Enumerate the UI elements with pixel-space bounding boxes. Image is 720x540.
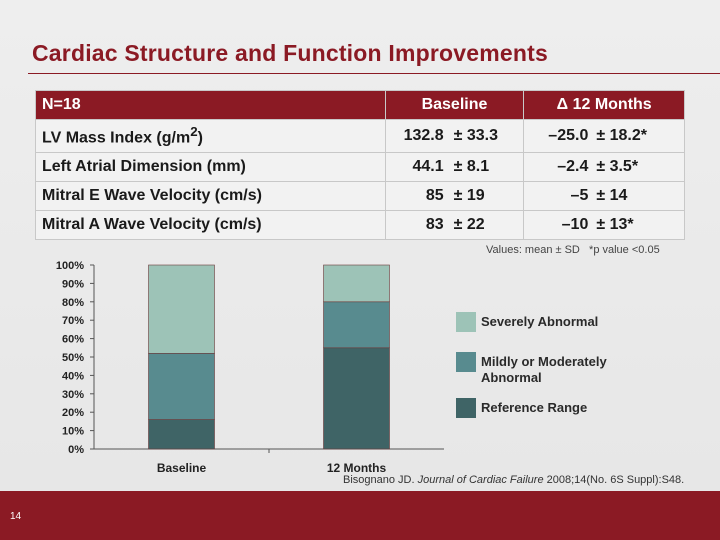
legend-label: Reference Range [481,400,588,415]
table-row: Left Atrial Dimension (mm) 44.1 ± 8.1 –2.… [35,152,685,182]
row-label-text: LV Mass Index (g/m [42,129,191,147]
baseline-cell: 85 ± 19 [384,181,525,211]
baseline-value: 83 [425,216,444,233]
baseline-value: 44.1 [412,158,444,175]
delta-value: –2.4 [557,158,589,175]
x-category-label: 12 Months [327,461,387,475]
legend-label: Severely Abnormal [481,314,599,329]
y-tick-label: 50% [62,352,84,364]
table-row: LV Mass Index (g/m2) 132.8 ± 33.3 –25.0 ± … [35,119,685,153]
y-tick-label: 40% [62,370,84,382]
delta-sd: ± 13* [596,216,634,233]
baseline-sd: ± 22 [453,216,485,233]
baseline-sd: ± 8.1 [453,158,490,175]
stacked-bar-chart: 0% 10% 20% 30% 40% 50% 60% 70% 80% 90% 100% Baselin… [56,260,444,475]
bar-segment [148,419,215,450]
delta-value: –10 [561,216,589,233]
title-divider [28,73,720,74]
citation: Bisognano JD. Journal of Cardiac Failure… [343,474,684,486]
baseline-sd: ± 19 [453,187,485,204]
delta-cell: –10 ± 13* [523,210,685,240]
row-label: Mitral A Wave Velocity (cm/s) [35,210,386,240]
row-label-superscript: 2 [190,124,198,140]
row-label: LV Mass Index (g/m2) [35,119,386,153]
legend-swatch [456,312,476,332]
delta-cell: –25.0 ± 18.2* [523,119,685,153]
delta-sd: ± 14 [596,187,628,204]
table-row: Mitral A Wave Velocity (cm/s) 83 ± 22 –10… [35,210,685,240]
results-table: N=18 Baseline Δ 12 Months LV Mass Index … [35,90,685,240]
y-tick-label: 0% [68,444,84,456]
bar-segment [323,301,390,349]
bar-segment [323,264,390,303]
row-label-tail: ) [197,129,203,147]
header-baseline: Baseline [384,90,525,120]
bar-segment [323,347,390,450]
citation-journal: Journal of Cardiac Failure [417,474,544,486]
delta-sd: ± 18.2* [596,127,647,144]
y-tick-label: 70% [62,315,84,327]
x-category-label: Baseline [157,461,207,475]
table-footnote: Values: mean ± SD *p value <0.05 [486,244,660,256]
header-delta: Δ 12 Months [523,90,685,120]
delta-cell: –2.4 ± 3.5* [523,152,685,182]
header-n: N=18 [35,90,386,120]
legend-label: Mildly or Moderately Abnormal [481,354,607,385]
page-number: 14 [10,511,22,522]
footer-band: 14 [0,491,720,540]
table-row: Mitral E Wave Velocity (cm/s) 85 ± 19 –5 ±… [35,181,685,211]
row-label: Mitral E Wave Velocity (cm/s) [35,181,386,211]
delta-value: –5 [570,187,589,204]
citation-details: 2008;14(No. 6S Suppl):S48. [543,474,685,486]
delta-cell: –5 ± 14 [523,181,685,211]
baseline-value: 132.8 [403,127,444,144]
delta-value: –25.0 [548,127,589,144]
slide-title: Cardiac Structure and Function Improveme… [32,40,548,66]
y-tick-label: 30% [62,389,84,401]
delta-sd: ± 3.5* [596,158,639,175]
table-header-row: N=18 Baseline Δ 12 Months [35,90,685,120]
baseline-cell: 44.1 ± 8.1 [384,152,525,182]
baseline-sd: ± 33.3 [453,127,499,144]
baseline-cell: 83 ± 22 [384,210,525,240]
legend-swatch [456,352,476,372]
y-tick-label: 80% [62,297,84,309]
baseline-value: 85 [425,187,444,204]
citation-authors: Bisognano JD. [343,474,418,486]
y-tick-label: 100% [56,260,84,272]
y-tick-label: 60% [62,334,84,346]
legend-swatch [456,398,476,418]
bar-segment [148,353,215,420]
row-label: Left Atrial Dimension (mm) [35,152,386,182]
baseline-cell: 132.8 ± 33.3 [384,119,525,153]
bar-segment [148,264,215,354]
y-tick-label: 20% [62,407,84,419]
y-tick-label: 90% [62,278,84,290]
y-tick-label: 10% [62,426,84,438]
